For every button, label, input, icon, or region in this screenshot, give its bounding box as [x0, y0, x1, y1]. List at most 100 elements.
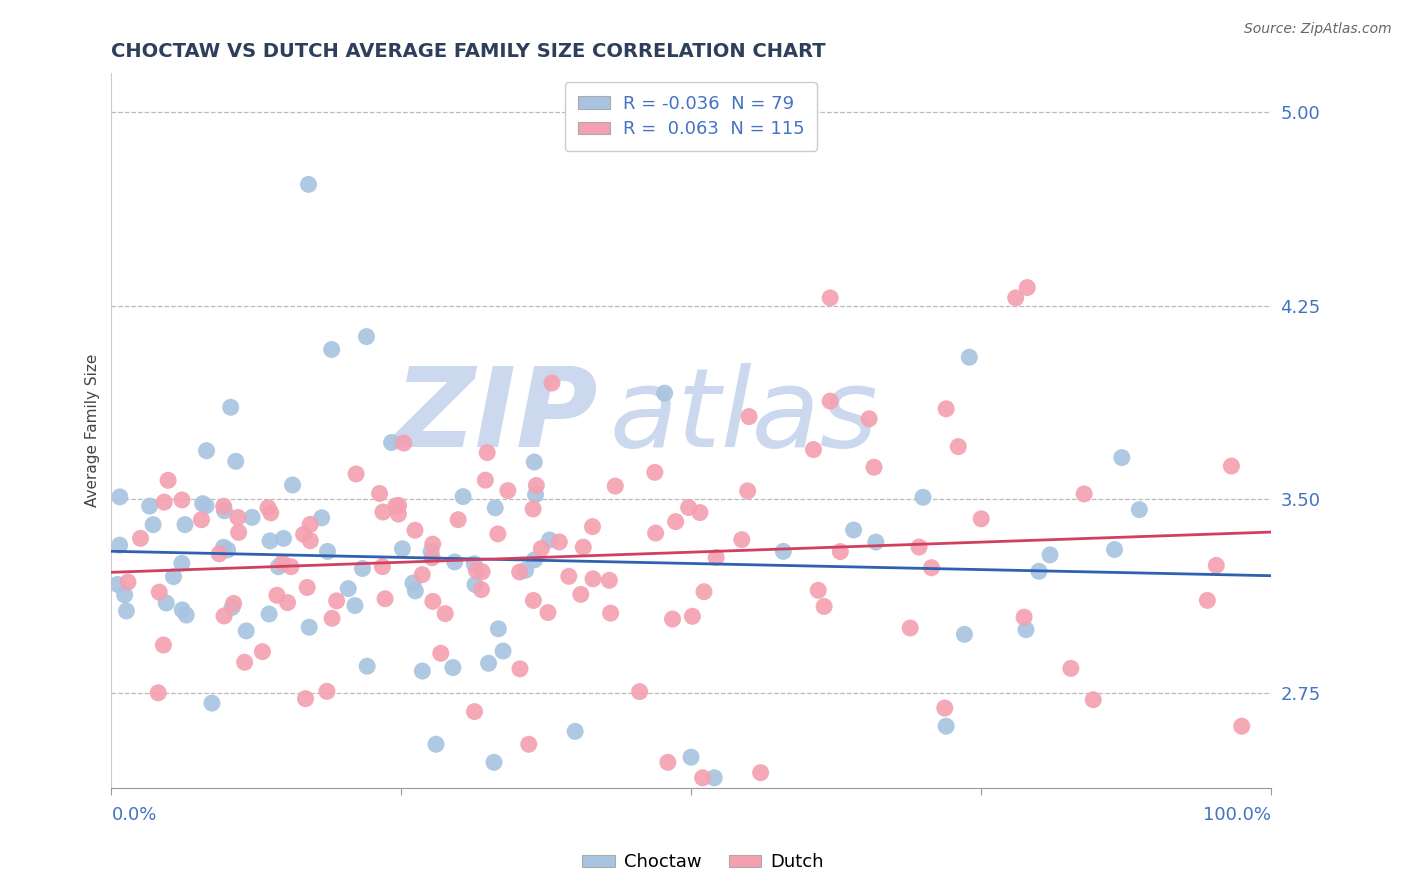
- Point: [515, 563, 537, 577]
- Point: [463, 705, 485, 719]
- Point: [240, 510, 263, 524]
- Point: [749, 765, 772, 780]
- Point: [657, 756, 679, 770]
- Point: [294, 691, 316, 706]
- Point: [356, 329, 378, 343]
- Point: [295, 581, 318, 595]
- Point: [492, 644, 515, 658]
- Point: [191, 497, 214, 511]
- Point: [387, 507, 409, 521]
- Point: [1060, 661, 1083, 675]
- Point: [108, 538, 131, 552]
- Point: [337, 582, 360, 596]
- Point: [371, 505, 394, 519]
- Point: [548, 535, 571, 549]
- Point: [572, 540, 595, 554]
- Point: [813, 599, 835, 614]
- Point: [474, 473, 496, 487]
- Point: [1205, 558, 1227, 573]
- Point: [392, 436, 415, 450]
- Point: [148, 585, 170, 599]
- Point: [830, 544, 852, 558]
- Point: [344, 467, 367, 481]
- Point: [517, 737, 540, 751]
- Point: [420, 544, 443, 558]
- Point: [297, 178, 319, 192]
- Point: [678, 500, 700, 515]
- Point: [496, 483, 519, 498]
- Point: [214, 504, 236, 518]
- Y-axis label: Average Family Size: Average Family Size: [86, 354, 100, 508]
- Point: [172, 603, 194, 617]
- Point: [129, 532, 152, 546]
- Point: [157, 473, 180, 487]
- Point: [325, 594, 347, 608]
- Point: [509, 662, 531, 676]
- Point: [509, 565, 531, 579]
- Point: [260, 506, 283, 520]
- Point: [257, 500, 280, 515]
- Point: [298, 620, 321, 634]
- Point: [212, 609, 235, 624]
- Point: [138, 499, 160, 513]
- Point: [222, 596, 245, 610]
- Point: [235, 624, 257, 638]
- Point: [463, 557, 485, 571]
- Point: [422, 594, 444, 608]
- Point: [212, 540, 235, 554]
- Point: [174, 607, 197, 622]
- Point: [654, 386, 676, 401]
- Point: [738, 409, 761, 424]
- Point: [522, 593, 544, 607]
- Point: [818, 394, 841, 409]
- Point: [842, 523, 865, 537]
- Point: [292, 527, 315, 541]
- Text: ZIP: ZIP: [395, 363, 599, 470]
- Point: [402, 576, 425, 591]
- Point: [404, 523, 426, 537]
- Point: [803, 442, 825, 457]
- Point: [155, 596, 177, 610]
- Point: [681, 750, 703, 764]
- Point: [957, 350, 980, 364]
- Point: [257, 607, 280, 621]
- Point: [321, 343, 343, 357]
- Point: [704, 550, 727, 565]
- Point: [737, 483, 759, 498]
- Point: [665, 515, 688, 529]
- Point: [434, 607, 457, 621]
- Point: [693, 584, 716, 599]
- Point: [558, 569, 581, 583]
- Point: [772, 544, 794, 558]
- Point: [228, 525, 250, 540]
- Point: [311, 510, 333, 524]
- Point: [465, 564, 488, 578]
- Point: [953, 627, 976, 641]
- Point: [321, 611, 343, 625]
- Point: [316, 544, 339, 558]
- Legend: R = -0.036  N = 79, R =  0.063  N = 115: R = -0.036 N = 79, R = 0.063 N = 115: [565, 82, 817, 151]
- Point: [482, 756, 505, 770]
- Point: [1028, 564, 1050, 578]
- Point: [391, 541, 413, 556]
- Point: [599, 606, 621, 620]
- Point: [107, 577, 129, 591]
- Point: [1197, 593, 1219, 607]
- Point: [146, 686, 169, 700]
- Point: [280, 559, 302, 574]
- Point: [486, 527, 509, 541]
- Point: [425, 737, 447, 751]
- Point: [921, 560, 943, 574]
- Point: [225, 454, 247, 468]
- Point: [564, 724, 586, 739]
- Point: [1220, 458, 1243, 473]
- Point: [605, 479, 627, 493]
- Point: [221, 600, 243, 615]
- Point: [581, 519, 603, 533]
- Point: [152, 638, 174, 652]
- Point: [316, 684, 339, 698]
- Point: [201, 696, 224, 710]
- Point: [934, 701, 956, 715]
- Point: [541, 376, 564, 390]
- Point: [371, 559, 394, 574]
